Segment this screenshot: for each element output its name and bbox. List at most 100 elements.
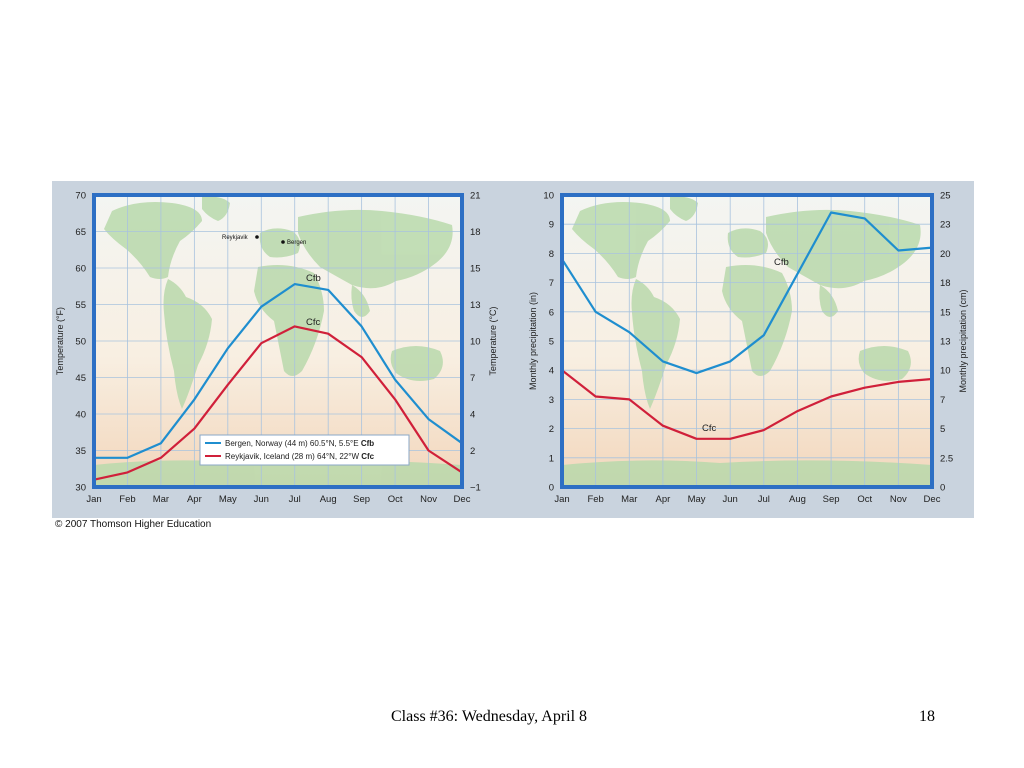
temp-x-tick-label: Aug bbox=[320, 494, 337, 505]
bergen-label: Bergen bbox=[287, 240, 306, 246]
temp-x-tick-label: Feb bbox=[119, 494, 135, 505]
precip-y-tick-left: 6 bbox=[549, 307, 554, 318]
temp-y-tick-right: −1 bbox=[470, 483, 481, 494]
cfc-annotation-temp: Cfc bbox=[306, 317, 321, 328]
temp-y-tick-right: 10 bbox=[470, 337, 481, 348]
precip-x-tick-label: May bbox=[688, 494, 706, 505]
legend-cfb-text: Bergen, Norway (44 m) 60.5°N, 5.5°E Cfb bbox=[225, 439, 374, 448]
temp-y-tick-right: 2 bbox=[470, 446, 475, 457]
temp-y-tick-left: 55 bbox=[75, 300, 86, 311]
slide-page-number: 18 bbox=[919, 708, 935, 725]
temp-y-tick-right: 4 bbox=[470, 410, 475, 421]
temp-y-tick-left: 60 bbox=[75, 264, 86, 275]
temperature-c-axis-label: Temperature (°C) bbox=[488, 306, 498, 375]
temperature-tick-labels: 30 −1 35 2 40 4 45 7 50 10 55 13 60 15 65 18 70 21 Jan Feb M… bbox=[75, 191, 480, 506]
temp-y-tick-left: 30 bbox=[75, 483, 86, 494]
reykjavik-label: Reykjavik bbox=[222, 235, 249, 241]
precip-y-tick-left: 3 bbox=[549, 395, 554, 406]
climate-figure: Reykjavik Bergen Cfb Cfc Bergen, Norway … bbox=[52, 181, 974, 518]
precip-y-tick-right: 23 bbox=[940, 220, 951, 231]
precip-x-tick-label: Mar bbox=[621, 494, 637, 505]
climate-charts-svg: Reykjavik Bergen Cfb Cfc Bergen, Norway … bbox=[55, 191, 968, 506]
precip-y-tick-left: 4 bbox=[549, 366, 554, 377]
precip-x-tick-label: Aug bbox=[789, 494, 806, 505]
temp-y-tick-left: 40 bbox=[75, 410, 86, 421]
temperature-chart: Reykjavik Bergen Cfb Cfc Bergen, Norway … bbox=[55, 191, 498, 506]
world-map bbox=[94, 196, 462, 487]
precip-y-tick-right: 13 bbox=[940, 337, 951, 348]
temperature-legend: Bergen, Norway (44 m) 60.5°N, 5.5°E Cfb … bbox=[199, 434, 410, 466]
precip-x-tick-label: Jun bbox=[723, 494, 738, 505]
precip-y-tick-left: 0 bbox=[549, 483, 554, 494]
temp-x-tick-label: Mar bbox=[153, 494, 169, 505]
precip-x-tick-label: Jan bbox=[554, 494, 569, 505]
precip-x-tick-label: Feb bbox=[587, 494, 603, 505]
precip-x-tick-label: Dec bbox=[924, 494, 941, 505]
precip-y-tick-right: 2.5 bbox=[940, 453, 953, 464]
precip-y-tick-right: 10 bbox=[940, 366, 951, 377]
temperature-lines bbox=[93, 282, 463, 481]
precip-x-tick-label: Jul bbox=[758, 494, 770, 505]
precip-y-tick-right: 0 bbox=[940, 483, 945, 494]
legend-cfc-text: Reykjavik, Iceland (28 m) 64°N, 22°W Cfc bbox=[225, 452, 375, 461]
temperature-f-axis-label: Temperature (°F) bbox=[55, 307, 65, 375]
temp-y-tick-left: 50 bbox=[75, 337, 86, 348]
precip-series-cfc-line bbox=[561, 369, 933, 440]
temp-x-tick-label: Jan bbox=[86, 494, 101, 505]
cfb-annotation-temp: Cfb bbox=[306, 273, 321, 284]
precip-y-tick-left: 1 bbox=[549, 453, 554, 464]
precip-series-cfb-line bbox=[561, 211, 933, 375]
temp-x-tick-label: Apr bbox=[187, 494, 202, 505]
precip-x-tick-label: Nov bbox=[890, 494, 907, 505]
temp-y-tick-right: 18 bbox=[470, 227, 481, 238]
precip-cm-axis-label: Monthly precipitation (cm) bbox=[958, 289, 968, 392]
precip-y-tick-left: 2 bbox=[549, 424, 554, 435]
precip-y-tick-right: 18 bbox=[940, 278, 951, 289]
precip-x-tick-label: Apr bbox=[656, 494, 671, 505]
temp-y-tick-right: 7 bbox=[470, 373, 475, 384]
world-map-right bbox=[562, 196, 932, 487]
temperature-chart-frame bbox=[92, 193, 464, 489]
temp-x-tick-label: May bbox=[219, 494, 237, 505]
slide-footer-title: Class #36: Wednesday, April 8 bbox=[391, 708, 588, 725]
copyright-credit: © 2007 Thomson Higher Education bbox=[55, 519, 212, 530]
temp-x-tick-label: Nov bbox=[420, 494, 437, 505]
precip-y-tick-right: 25 bbox=[940, 191, 951, 202]
precip-y-tick-left: 9 bbox=[549, 220, 554, 231]
temp-y-tick-right: 15 bbox=[470, 264, 481, 275]
bergen-marker bbox=[281, 240, 285, 244]
temp-y-tick-left: 35 bbox=[75, 446, 86, 457]
temp-x-tick-label: Oct bbox=[388, 494, 403, 505]
precip-y-tick-left: 5 bbox=[549, 337, 554, 348]
temp-x-tick-label: Jul bbox=[289, 494, 301, 505]
precip-x-tick-label: Sep bbox=[823, 494, 840, 505]
precip-y-tick-left: 8 bbox=[549, 249, 554, 260]
precip-y-tick-right: 15 bbox=[940, 307, 951, 318]
map-locations: Reykjavik Bergen bbox=[222, 235, 306, 246]
reykjavik-marker bbox=[255, 235, 259, 239]
temp-series-cfb-line bbox=[94, 282, 463, 459]
temp-y-tick-right: 21 bbox=[470, 191, 481, 202]
temp-y-tick-left: 45 bbox=[75, 373, 86, 384]
precip-y-tick-left: 7 bbox=[549, 278, 554, 289]
cfb-annotation-precip: Cfb bbox=[774, 257, 789, 268]
temp-x-tick-label: Sep bbox=[353, 494, 370, 505]
precip-y-tick-left: 10 bbox=[543, 191, 554, 202]
temp-y-tick-left: 70 bbox=[75, 191, 86, 202]
temp-y-tick-left: 65 bbox=[75, 227, 86, 238]
temp-x-tick-label: Dec bbox=[454, 494, 471, 505]
temp-series-cfc-line bbox=[93, 325, 463, 481]
temp-x-tick-label: Jun bbox=[254, 494, 269, 505]
precipitation-chart-frame bbox=[560, 193, 934, 489]
precip-y-tick-right: 7 bbox=[940, 395, 945, 406]
legend-box bbox=[199, 434, 410, 466]
precipitation-lines bbox=[561, 211, 933, 440]
precip-y-tick-right: 5 bbox=[940, 424, 945, 435]
precip-y-tick-right: 20 bbox=[940, 249, 951, 260]
temp-y-tick-right: 13 bbox=[470, 300, 481, 311]
cfc-annotation-precip: Cfc bbox=[702, 423, 717, 434]
precip-in-axis-label: Monthly precipitation (in) bbox=[528, 292, 538, 390]
precip-x-tick-label: Oct bbox=[857, 494, 872, 505]
